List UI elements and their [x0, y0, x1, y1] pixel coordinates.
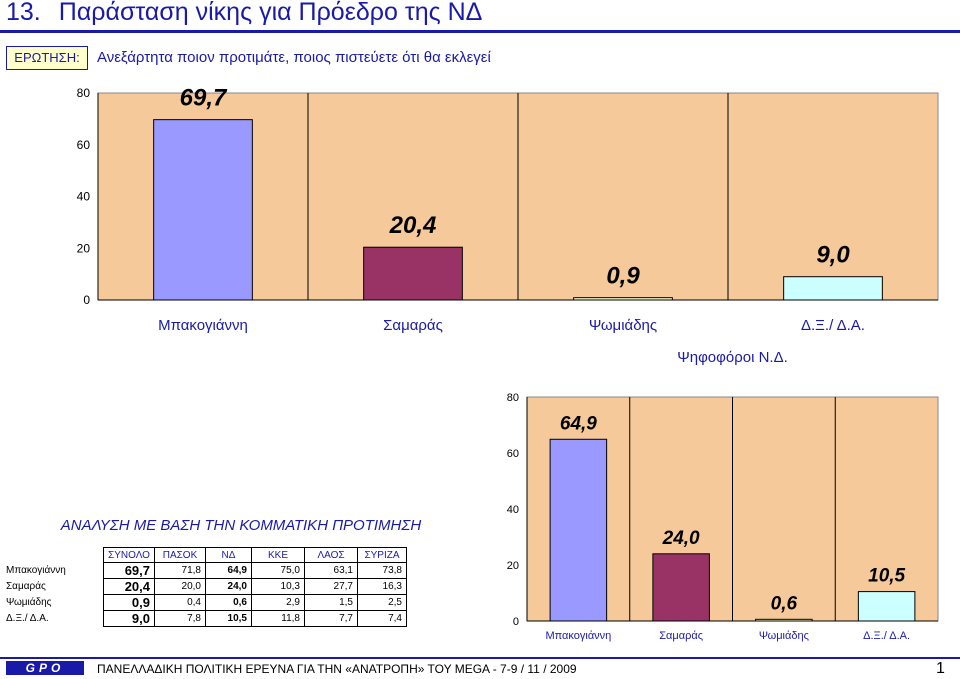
col-header: ΝΔ — [205, 547, 252, 563]
row-label: Σαμαράς — [6, 581, 46, 592]
cell: 10,5 — [205, 610, 252, 627]
cell: 7,7 — [304, 610, 358, 627]
col-header: ΣΥΝΟΛΟ — [103, 547, 155, 563]
bar — [783, 276, 883, 301]
row-label: Μπακογιάννη — [6, 565, 66, 576]
data-label: 10,5 — [868, 566, 905, 587]
main-bar-chart: 0 20 40 60 80 69,7 Μπακογιάννη 20,4 Σαμαράς 0,9 Ψω… — [77, 85, 939, 334]
table-row: Σαμαράς 20,4 20,0 24,0 10,3 27,7 16,3 — [6, 578, 407, 595]
category-label: Δ.Ξ./ Δ.Α. — [801, 317, 865, 334]
footer-text: ΠΑΝΕΛΛΑΔΙΚΗ ΠΟΛΙΤΙΚΗ ΕΡΕΥΝΑ ΓΙΑ ΤΗΝ «ΑΝΑ… — [97, 662, 577, 676]
y-tick-label: 0 — [513, 616, 519, 628]
data-label: 24,0 — [662, 528, 700, 549]
cell: 63,1 — [304, 562, 358, 579]
plot-area — [526, 396, 939, 622]
y-tick-label: 20 — [77, 241, 91, 255]
data-label: 9,0 — [816, 242, 850, 269]
data-label: 0,6 — [771, 593, 798, 614]
cell: 64,9 — [205, 562, 252, 579]
row-label: Ψωμιάδης — [6, 597, 52, 608]
page-title: 13. Παράσταση νίκης για Πρόεδρο της ΝΔ — [6, 0, 483, 26]
data-label: 0,9 — [606, 263, 640, 290]
gpo-logo: GPO — [6, 661, 84, 675]
col-header: ΠΑΣΟΚ — [154, 547, 206, 563]
cell: 20,0 — [154, 578, 206, 595]
cell-total: 20,4 — [103, 578, 155, 595]
question-text: Ανεξάρτητα ποιον προτιμάτε, ποιος πιστεύ… — [97, 49, 491, 66]
cell-total: 0,9 — [103, 594, 155, 611]
question-label: ΕΡΩΤΗΣΗ: — [6, 46, 88, 70]
cell: 16,3 — [357, 578, 407, 595]
bar — [573, 297, 673, 301]
bar — [153, 119, 253, 301]
y-tick-label: 80 — [77, 86, 91, 100]
cell: 2,5 — [357, 594, 407, 611]
row-label: Δ.Ξ./ Δ.Α. — [6, 613, 49, 624]
y-tick-label: 20 — [507, 560, 519, 572]
cell: 75,0 — [251, 562, 305, 579]
cell: 71,8 — [154, 562, 206, 579]
y-tick-label: 40 — [507, 504, 519, 516]
title-divider — [0, 30, 960, 33]
category-label: Μπακογιάννη — [545, 630, 611, 642]
col-header: ΣΥΡΙΖΑ — [357, 547, 407, 563]
footer-divider — [0, 657, 960, 659]
col-header: ΛΑΟΣ — [304, 547, 358, 563]
category-label: Ψωμιάδης — [759, 630, 809, 642]
bar — [857, 591, 916, 622]
y-tick-label: 0 — [83, 293, 90, 307]
cell-total: 9,0 — [103, 610, 155, 627]
data-label: 20,4 — [389, 212, 437, 239]
bar — [652, 553, 710, 622]
analysis-table: ΣΥΝΟΛΟ ΠΑΣΟΚ ΝΔ ΚΚΕ ΛΑΟΣ ΣΥΡΙΖΑ Μπακογιά… — [6, 547, 407, 627]
cell: 73,8 — [357, 562, 407, 579]
cell: 24,0 — [205, 578, 252, 595]
cell: 27,7 — [304, 578, 358, 595]
cell: 7,8 — [154, 610, 206, 627]
analysis-title: ΑΝΑΛΥΣΗ ΜΕ ΒΑΣΗ ΤΗΝ ΚΟΜΜΑΤΙΚΗ ΠΡΟΤΙΜΗΣΗ — [60, 517, 422, 534]
bar — [363, 246, 463, 301]
cell: 1,5 — [304, 594, 358, 611]
category-label: Σαμαράς — [383, 317, 443, 334]
category-label: Δ.Ξ./ Δ.Α. — [863, 630, 910, 642]
table-row: Ψωμιάδης 0,9 0,4 0,6 2,9 1,5 2,5 — [6, 594, 407, 611]
page-number: 1 — [936, 660, 945, 677]
y-tick-label: 60 — [77, 138, 91, 152]
cell: 0,4 — [154, 594, 206, 611]
cell: 11,8 — [251, 610, 305, 627]
bar — [755, 618, 813, 622]
data-label: 69,7 — [180, 85, 228, 112]
table-row: Μπακογιάννη 69,7 71,8 64,9 75,0 63,1 73,… — [6, 562, 407, 579]
y-tick-label: 60 — [507, 448, 519, 460]
data-label: 64,9 — [560, 413, 597, 434]
table-row: Δ.Ξ./ Δ.Α. 9,0 7,8 10,5 11,8 7,7 7,4 — [6, 610, 407, 627]
bar — [549, 438, 608, 622]
y-tick-label: 40 — [77, 190, 91, 204]
chart-title: Ψηφοφόροι Ν.Δ. — [677, 349, 788, 366]
cell-total: 69,7 — [103, 562, 155, 579]
cell: 2,9 — [251, 594, 305, 611]
category-label: Ψωμιάδης — [589, 317, 657, 334]
cell: 10,3 — [251, 578, 305, 595]
col-header: ΚΚΕ — [251, 547, 305, 563]
category-label: Σαμαράς — [659, 630, 703, 642]
category-label: Μπακογιάννη — [158, 317, 248, 334]
cell: 0,6 — [205, 594, 252, 611]
y-tick-label: 80 — [507, 392, 519, 404]
cell: 7,4 — [357, 610, 407, 627]
